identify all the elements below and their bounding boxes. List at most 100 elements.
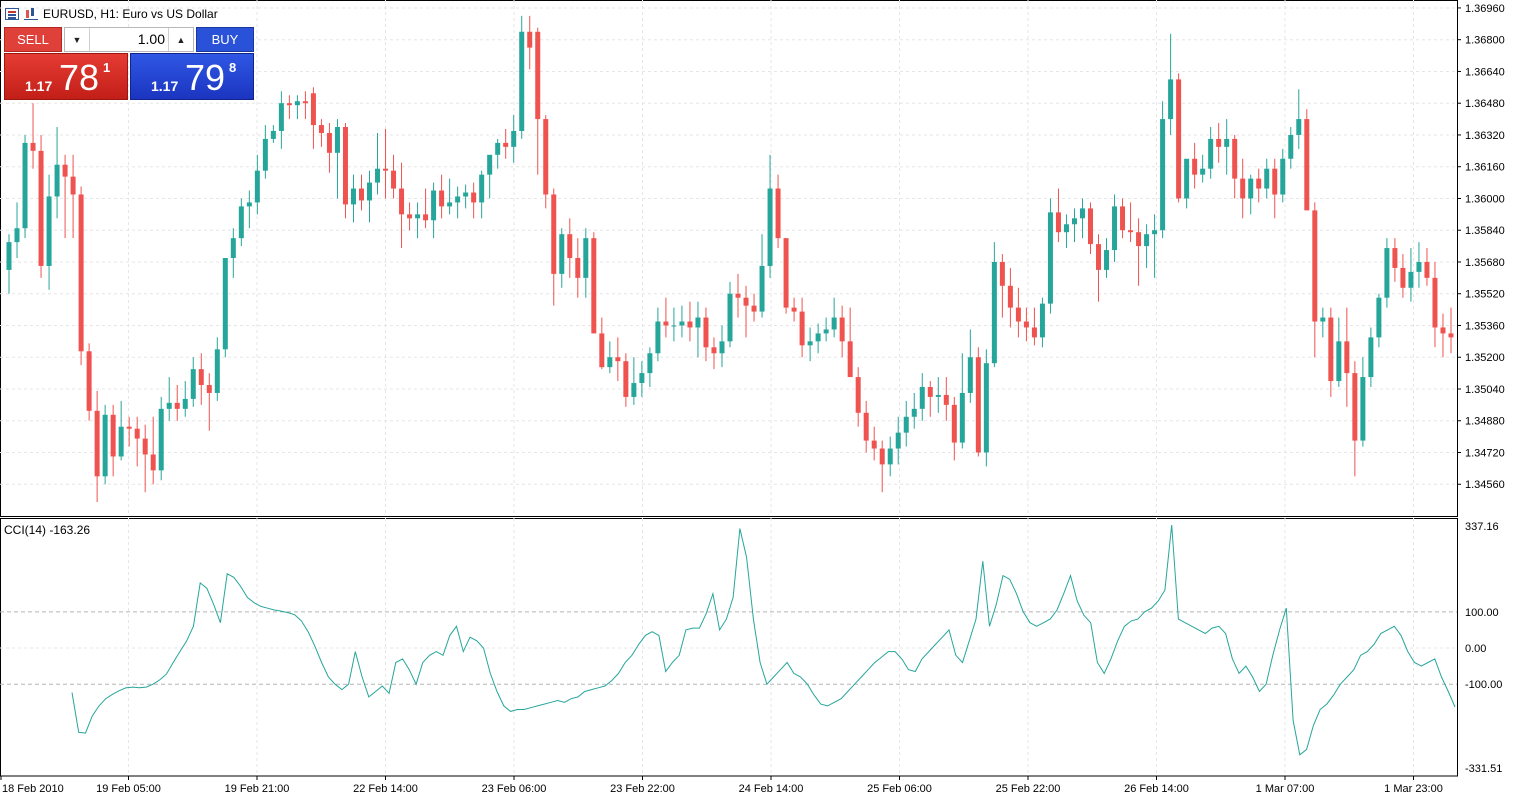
bear-candle	[383, 168, 389, 171]
bear-candle	[711, 347, 717, 354]
bull-candle	[222, 258, 228, 350]
bull-candle	[102, 414, 108, 477]
bear-candle	[951, 404, 957, 443]
lot-increase-arrow-icon[interactable]: ▲	[168, 28, 193, 51]
price-axis-label: 1.34560	[1465, 479, 1505, 491]
bear-candle	[863, 412, 869, 441]
bear-candle	[1128, 230, 1134, 233]
bear-candle	[286, 103, 292, 106]
bull-candle	[911, 408, 917, 417]
lot-size-value[interactable]: 1.00	[137, 31, 165, 47]
bull-candle	[415, 214, 421, 219]
bear-candle	[174, 402, 180, 409]
price-axis-label: 1.35040	[1465, 384, 1505, 396]
bull-candle	[639, 373, 645, 384]
bull-candle	[895, 432, 901, 449]
bull-candle	[294, 101, 300, 106]
bear-candle	[1087, 208, 1093, 245]
bull-candle	[190, 369, 196, 399]
bull-candle	[1280, 158, 1286, 195]
bull-candle	[495, 142, 501, 155]
bear-candle	[783, 238, 789, 308]
bear-candle	[591, 238, 597, 334]
price-axis-label: 1.35520	[1465, 289, 1505, 301]
bull-candle	[903, 416, 909, 433]
sell-button[interactable]: SELL	[4, 27, 62, 52]
table-icon[interactable]	[5, 8, 19, 20]
bear-candle	[94, 410, 100, 477]
bear-candle	[1240, 178, 1246, 199]
bear-candle	[126, 426, 132, 429]
buy-price-pips: 79	[185, 57, 226, 98]
bear-candle	[1392, 248, 1398, 268]
bull-candle	[166, 402, 172, 409]
bull-candle	[511, 130, 517, 147]
bear-candle	[198, 369, 204, 386]
indicator-frame	[0, 518, 1458, 777]
sell-price-box[interactable]: 1.17 78 1	[4, 53, 128, 100]
bear-candle	[775, 188, 781, 239]
bear-candle	[703, 317, 709, 348]
bull-candle	[1168, 79, 1174, 120]
bull-candle	[1416, 261, 1422, 272]
buy-price-prefix: 1.17	[151, 78, 179, 94]
bear-candle	[615, 357, 621, 362]
bull-candle	[1144, 234, 1150, 247]
price-axis-label: 1.36800	[1465, 35, 1505, 47]
time-axis-label: 23 Feb 06:00	[482, 783, 547, 795]
time-axis-label: 18 Feb 2010	[2, 783, 64, 795]
price-axis-label: 1.36320	[1465, 130, 1505, 142]
bar-chart-icon[interactable]	[24, 8, 38, 20]
time-axis-label: 23 Feb 22:00	[610, 783, 675, 795]
bear-candle	[1304, 119, 1310, 211]
bull-candle	[559, 234, 565, 274]
bear-candle	[623, 361, 629, 397]
bull-candle	[1248, 178, 1254, 199]
bear-candle	[799, 311, 805, 346]
bear-candle	[847, 341, 853, 378]
bear-candle	[1256, 178, 1262, 189]
time-axis-label: 24 Feb 14:00	[739, 783, 804, 795]
bear-candle	[879, 448, 885, 465]
bear-candle	[1015, 307, 1021, 322]
time-axis-label: 26 Feb 14:00	[1124, 783, 1189, 795]
bear-candle	[302, 101, 308, 104]
bull-candle	[6, 242, 12, 270]
bear-candle	[391, 170, 397, 189]
buy-button[interactable]: BUY	[196, 27, 254, 52]
bull-candle	[759, 265, 765, 312]
bear-candle	[1424, 261, 1430, 278]
bear-candle	[1312, 210, 1318, 322]
bull-candle	[1296, 119, 1302, 135]
bull-candle	[1039, 303, 1045, 338]
bear-candle	[1055, 212, 1061, 233]
bear-candle	[943, 394, 949, 405]
lot-decrease-arrow-icon[interactable]: ▼	[65, 28, 90, 51]
time-axis-label: 22 Feb 14:00	[353, 783, 418, 795]
bull-candle	[270, 130, 276, 139]
sell-price-fraction: 1	[103, 60, 111, 75]
bear-candle	[471, 192, 477, 203]
buy-price-box[interactable]: 1.17 79 8	[130, 53, 254, 100]
bull-candle	[1071, 218, 1077, 225]
cci-indicator-label: CCI(14) -163.26	[4, 523, 91, 537]
time-axis-label: 25 Feb 22:00	[996, 783, 1061, 795]
bull-candle	[1152, 230, 1158, 235]
bear-candle	[1136, 232, 1142, 247]
cci-axis-label: 0.00	[1465, 643, 1486, 655]
one-click-trading-panel: SELL ▼ 1.00 ▲ BUY 1.17 78 1 1.17 79 8	[4, 27, 256, 101]
bull-candle	[1200, 168, 1206, 175]
bear-candle	[407, 214, 413, 219]
bull-candle	[967, 357, 973, 393]
bear-candle	[1176, 79, 1182, 199]
bear-candle	[1272, 168, 1278, 195]
bull-candle	[334, 127, 340, 153]
bull-candle	[487, 154, 493, 175]
time-axis-label: 19 Feb 05:00	[96, 783, 161, 795]
bear-candle	[567, 234, 573, 258]
lot-size-field[interactable]: ▼ 1.00 ▲	[64, 27, 194, 52]
bull-candle	[647, 353, 653, 374]
bear-candle	[1432, 277, 1438, 328]
cci-line	[71, 524, 1456, 756]
